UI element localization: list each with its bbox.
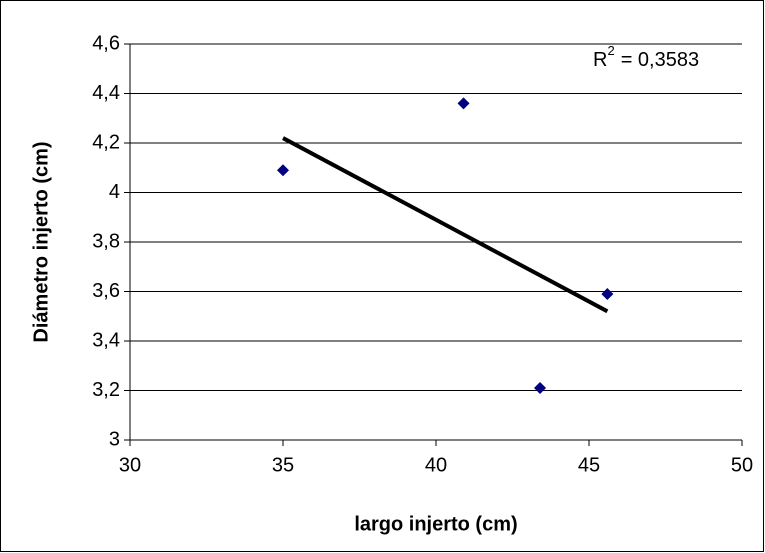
y-tick-label: 4,6 <box>92 32 120 54</box>
y-tick-label: 4,4 <box>92 82 120 104</box>
x-tick-label: 40 <box>425 454 447 476</box>
y-tick-label: 3 <box>109 428 120 450</box>
y-tick-label: 3,2 <box>92 379 120 401</box>
y-axis-title: Diámetro injerto (cm) <box>30 141 52 342</box>
y-tick-label: 3,4 <box>92 329 120 351</box>
point <box>277 164 289 177</box>
trendline <box>282 136 609 314</box>
x-axis-title: largo injerto (cm) <box>354 513 517 535</box>
annotation-text: = 0,3583 <box>621 49 699 71</box>
annotation: R2 = 0,3583 <box>593 43 699 71</box>
annotation-base: R <box>593 49 607 71</box>
x-tick-label: 35 <box>272 454 294 476</box>
point <box>534 382 547 395</box>
y-tick-label: 3,6 <box>92 280 120 302</box>
point <box>457 97 470 110</box>
x-tick-label: 30 <box>119 454 141 476</box>
annotation-sup: 2 <box>607 43 614 58</box>
y-tick-label: 4 <box>109 181 120 203</box>
y-tick-label: 4,2 <box>92 131 120 153</box>
y-tick-label: 3,8 <box>92 230 120 252</box>
x-tick-label: 45 <box>578 454 600 476</box>
point <box>601 287 614 300</box>
x-tick-label: 50 <box>731 454 753 476</box>
